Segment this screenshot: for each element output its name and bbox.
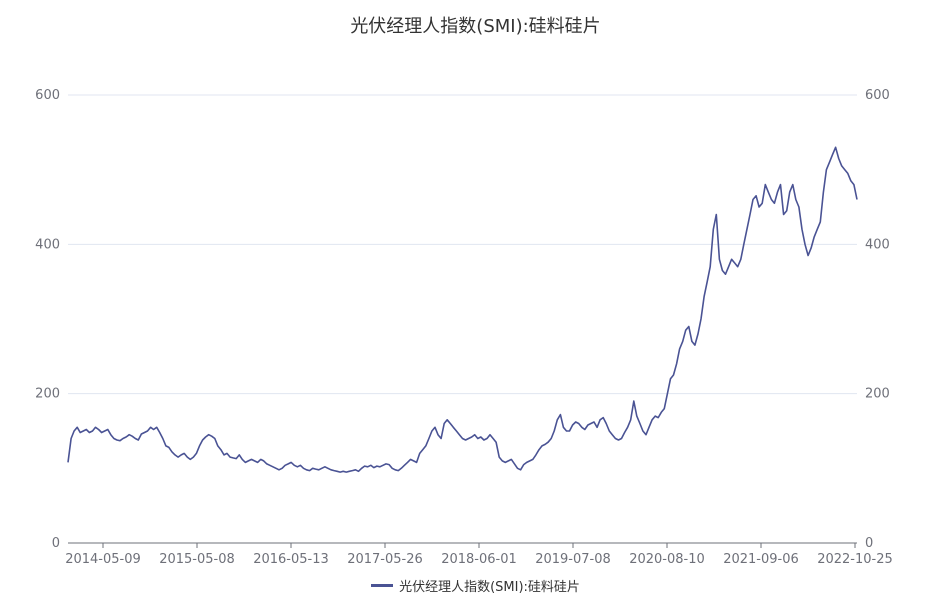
- series-line: [67, 146, 858, 473]
- y-tick-label-right: 0: [865, 536, 873, 551]
- y-tick-label-left: 0: [52, 536, 60, 551]
- y-tick-label-right: 600: [865, 88, 890, 103]
- legend-label: 光伏经理人指数(SMI):硅料硅片: [399, 580, 580, 595]
- legend[interactable]: 光伏经理人指数(SMI):硅料硅片: [0, 576, 951, 595]
- y-tick-label-right: 200: [865, 387, 890, 402]
- y-tick-label-left: 600: [35, 88, 60, 103]
- x-tick-label: 2019-07-08: [535, 552, 611, 567]
- y-tick-label-right: 400: [865, 237, 890, 252]
- y-tick-label-left: 400: [35, 237, 60, 252]
- x-tick-label: 2018-06-01: [441, 552, 517, 567]
- legend-swatch: [371, 584, 394, 587]
- y-tick-label-left: 200: [35, 387, 60, 402]
- x-tick-label: 2017-05-26: [347, 552, 423, 567]
- x-tick-label: 2022-10-25: [817, 552, 893, 567]
- x-tick-label: 2020-08-10: [629, 552, 705, 567]
- x-tick-label: 2016-05-13: [253, 552, 329, 567]
- x-tick-label: 2014-05-09: [65, 552, 141, 567]
- x-tick-label: 2021-09-06: [723, 552, 799, 567]
- x-tick-label: 2015-05-08: [159, 552, 235, 567]
- chart-title: 光伏经理人指数(SMI):硅料硅片: [350, 16, 601, 37]
